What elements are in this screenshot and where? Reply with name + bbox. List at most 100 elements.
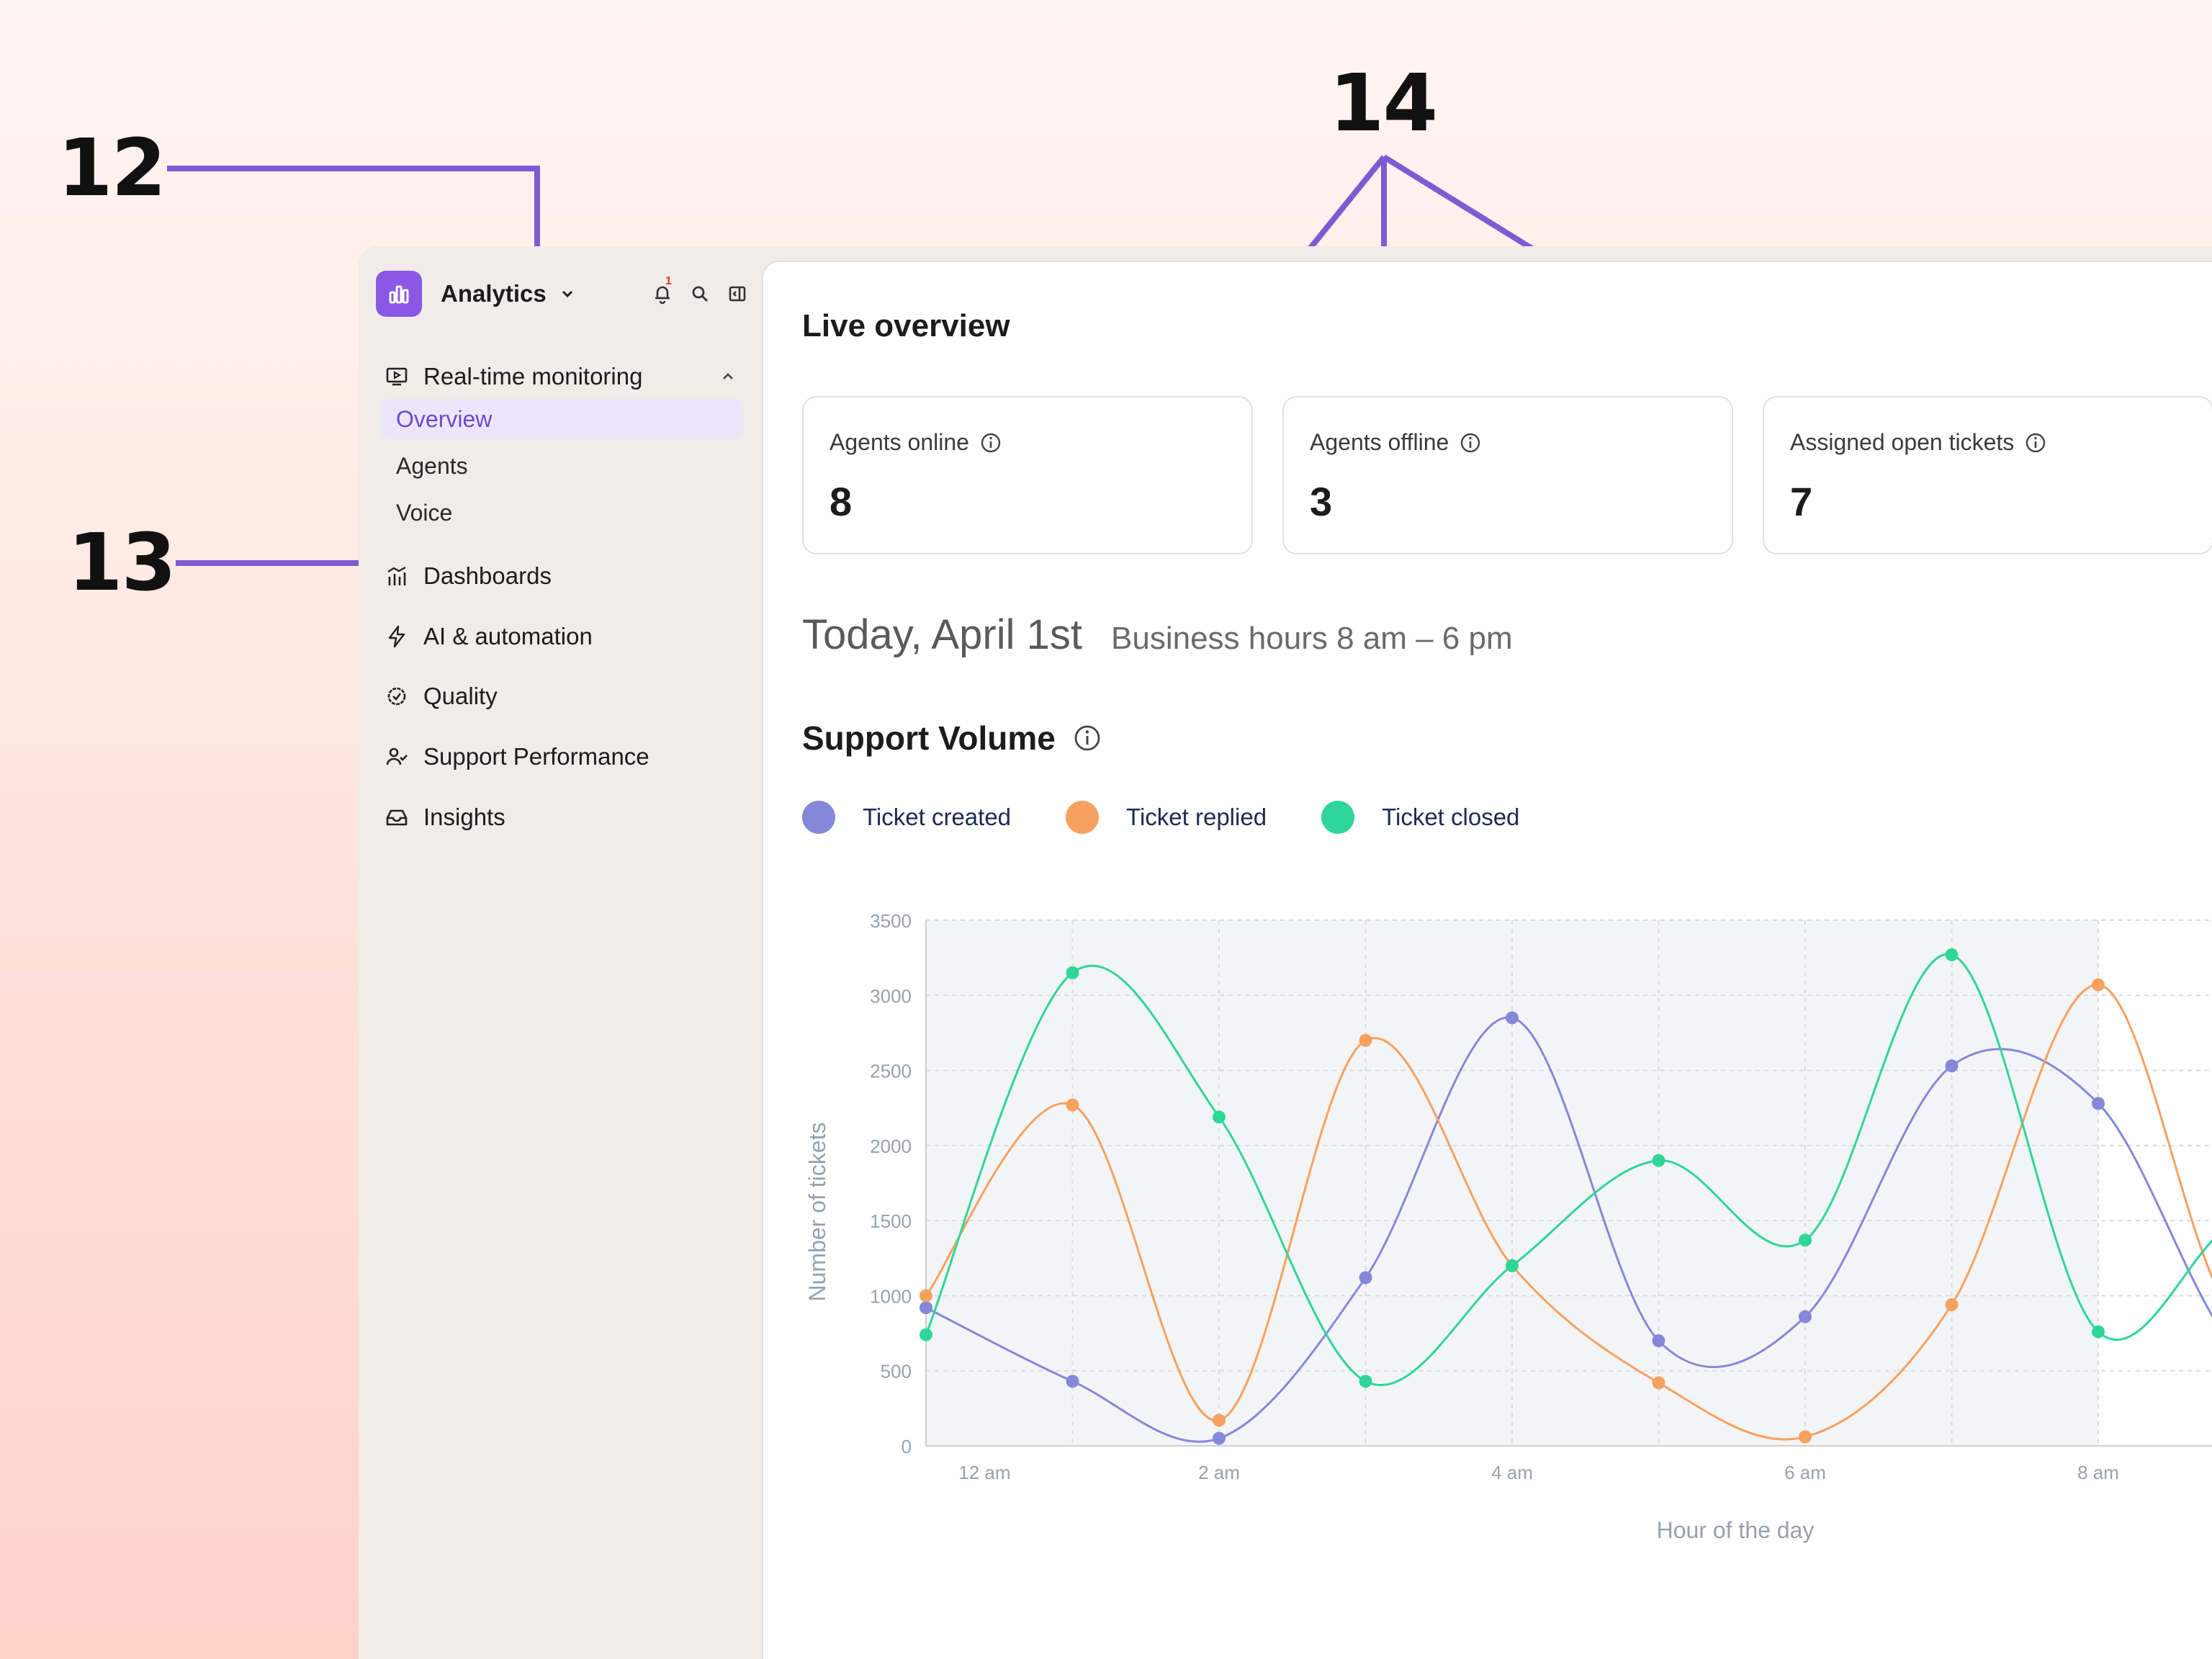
y-tick-label: 2500 [870, 1061, 912, 1082]
sidebar-item-label: Support Performance [423, 743, 649, 770]
stat-card-agents-online: Agents online 8 [802, 396, 1253, 554]
callout-number-13: 13 [68, 516, 176, 608]
legend-label: Ticket closed [1382, 804, 1520, 830]
workspace-switcher[interactable]: Analytics [376, 271, 577, 317]
support-volume-title: Support Volume [802, 719, 1102, 757]
legend-dot [1066, 801, 1100, 834]
bell-icon [655, 286, 670, 305]
sidebar: Analytics 1 Real-time monitoring Overvie… [359, 246, 762, 1659]
series-line-ticket-replied [925, 984, 2212, 1441]
analytics-logo-icon [376, 271, 422, 317]
data-point-ticket-replied [1799, 1430, 1812, 1444]
info-icon[interactable] [2024, 431, 2047, 454]
chart-legend: Ticket created Ticket replied Ticket clo… [802, 801, 1574, 834]
callout-number-14: 14 [1329, 57, 1438, 149]
badge-check-icon [387, 687, 406, 706]
x-tick-label: 6 am [1784, 1462, 1826, 1483]
legend-dot [802, 801, 835, 834]
legend-item-ticket-created[interactable]: Ticket created [802, 801, 1011, 834]
data-point-ticket-closed [920, 1328, 932, 1341]
info-icon[interactable] [1073, 724, 1102, 752]
analytics-app-window: Analytics 1 Real-time monitoring Overvie… [359, 246, 2212, 1659]
data-point-ticket-replied [2092, 978, 2105, 992]
data-point-ticket-replied [1652, 1376, 1665, 1390]
y-tick-label: 3000 [870, 985, 912, 1007]
monitor-play-icon [386, 367, 408, 386]
y-tick-label: 1500 [870, 1210, 912, 1232]
sidebar-section-label: Real-time monitoring [423, 363, 643, 390]
y-tick-label: 500 [881, 1361, 912, 1382]
legend-item-ticket-closed[interactable]: Ticket closed [1321, 801, 1519, 834]
sidebar-item-label: Insights [423, 804, 505, 830]
data-point-ticket-closed [1359, 1375, 1372, 1388]
sidebar-item-agents[interactable]: Agents [396, 453, 468, 479]
section-title-text: Support Volume [802, 719, 1056, 757]
y-tick-label: 1000 [870, 1285, 912, 1307]
stat-value: 7 [1790, 479, 1813, 524]
data-point-ticket-replied [1359, 1033, 1372, 1047]
stat-value: 8 [830, 479, 853, 524]
legend-label: Ticket replied [1126, 804, 1267, 830]
chevron-down-icon [562, 290, 572, 298]
sidebar-item-label: AI & automation [423, 623, 593, 649]
data-point-ticket-closed [2092, 1325, 2105, 1339]
info-icon[interactable] [1459, 431, 1482, 454]
data-point-ticket-closed [1506, 1259, 1519, 1272]
sidebar-toggle-icon [729, 286, 746, 302]
data-point-ticket-created [1066, 1375, 1079, 1388]
stat-label: Agents online [830, 429, 969, 455]
sidebar-item-ai-automation[interactable]: AI & automation [385, 621, 593, 652]
business-hours: Business hours 8 am – 6 pm [1111, 621, 1513, 656]
workspace-name: Analytics [441, 280, 547, 307]
user-check-icon [386, 747, 408, 765]
y-tick-label: 2000 [870, 1136, 912, 1157]
y-tick-label: 3500 [870, 910, 912, 932]
y-tick-label: 0 [902, 1436, 912, 1457]
legend-item-ticket-replied[interactable]: Ticket replied [1066, 801, 1267, 834]
data-point-ticket-created [1506, 1011, 1519, 1025]
data-point-ticket-replied [1945, 1298, 1959, 1311]
notifications-button[interactable]: 1 [651, 275, 674, 305]
sidebar-item-insights[interactable]: Insights [385, 802, 505, 832]
collapse-sidebar-button[interactable] [726, 282, 749, 305]
sidebar-section-realtime-monitoring[interactable]: Real-time monitoring [385, 361, 745, 392]
data-point-ticket-closed [1945, 948, 1959, 961]
series-line-ticket-created [925, 1016, 2212, 1443]
data-point-ticket-created [1213, 1431, 1226, 1445]
sidebar-item-voice[interactable]: Voice [396, 500, 453, 526]
main-panel: Live overview Agents online 8 Agents off… [762, 261, 2212, 1659]
stat-card-agents-offline: Agents offline 3 [1282, 396, 1733, 554]
data-point-ticket-created [1799, 1310, 1812, 1323]
data-point-ticket-closed [1652, 1154, 1665, 1167]
data-point-ticket-created [1945, 1059, 1959, 1073]
sidebar-item-quality[interactable]: Quality [385, 681, 498, 711]
data-point-ticket-replied [920, 1289, 932, 1303]
sidebar-item-overview[interactable]: Overview [380, 399, 743, 439]
sidebar-item-support-performance[interactable]: Support Performance [385, 742, 649, 772]
series-line-ticket-closed [925, 953, 2212, 1387]
current-date: Today, April 1st [802, 611, 1083, 658]
stat-card-assigned-open-tickets: Assigned open tickets 7 [1763, 396, 2212, 554]
data-point-ticket-created [1359, 1271, 1372, 1285]
x-tick-label: 12 am [958, 1462, 1010, 1483]
data-point-ticket-created [2092, 1097, 2105, 1110]
page-title: Live overview [802, 308, 1010, 343]
data-point-ticket-closed [1066, 966, 1079, 979]
data-point-ticket-created [920, 1301, 932, 1315]
stat-label: Assigned open tickets [1790, 429, 2015, 455]
chevron-up-icon[interactable] [719, 367, 737, 386]
stat-value: 3 [1310, 479, 1333, 524]
data-point-ticket-closed [1799, 1233, 1812, 1247]
data-point-ticket-replied [1213, 1413, 1226, 1427]
legend-dot [1321, 801, 1355, 834]
notification-count-badge: 1 [665, 275, 672, 287]
callout-number-12: 12 [58, 122, 166, 214]
y-axis-title: Number of tickets [804, 1123, 830, 1302]
data-point-ticket-closed [1213, 1110, 1226, 1124]
x-tick-label: 2 am [1198, 1462, 1240, 1483]
data-point-ticket-replied [1066, 1098, 1079, 1112]
inbox-icon [386, 809, 408, 826]
info-icon[interactable] [979, 431, 1002, 454]
sidebar-item-dashboards[interactable]: Dashboards [385, 561, 552, 591]
search-button[interactable] [688, 282, 711, 305]
